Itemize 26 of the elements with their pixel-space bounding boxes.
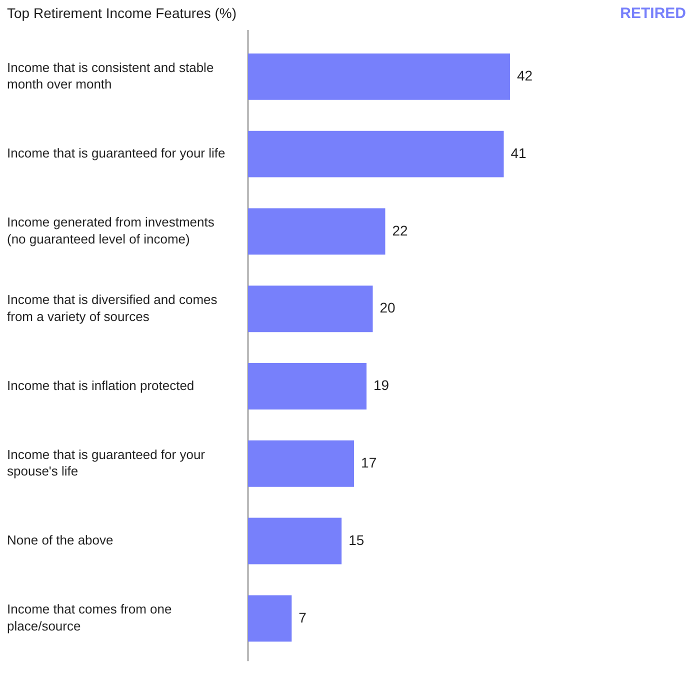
y-tick-label: None of the above [7, 532, 114, 548]
y-tick-label: Income that is consistent and stable month over month [7, 60, 214, 92]
bar [248, 130, 504, 178]
data-label: 42 [517, 68, 533, 84]
data-label: 7 [298, 609, 307, 626]
bar [248, 518, 342, 564]
data-label: 41 [510, 144, 527, 161]
data-label: 19 [374, 377, 390, 394]
y-tick-label: Income that is diversified and comes from a variety of sources [7, 292, 218, 324]
y-tick-label: Income that is guaranteed for your life [7, 146, 226, 161]
data-label: 22 [392, 222, 408, 238]
bar [248, 595, 292, 642]
y-tick-label: Income generated from investments (no guaranteed level of income) [7, 214, 215, 246]
bar [248, 208, 386, 255]
text: RETIRED [620, 5, 686, 22]
bar [248, 440, 354, 487]
y-tick-label: Income that comes from one place/source [7, 602, 172, 634]
bar [248, 286, 373, 332]
bar [248, 363, 367, 410]
y-tick-label: Income that is guaranteed for your spouse's life [7, 446, 206, 479]
y-tick-label: Income that is inflation protected [7, 378, 194, 393]
data-label: 15 [348, 532, 364, 548]
bar [248, 53, 510, 100]
data-label: 20 [380, 300, 396, 316]
data-label: 17 [361, 454, 377, 470]
text: Top Retirement Income Features (%) [7, 4, 237, 21]
